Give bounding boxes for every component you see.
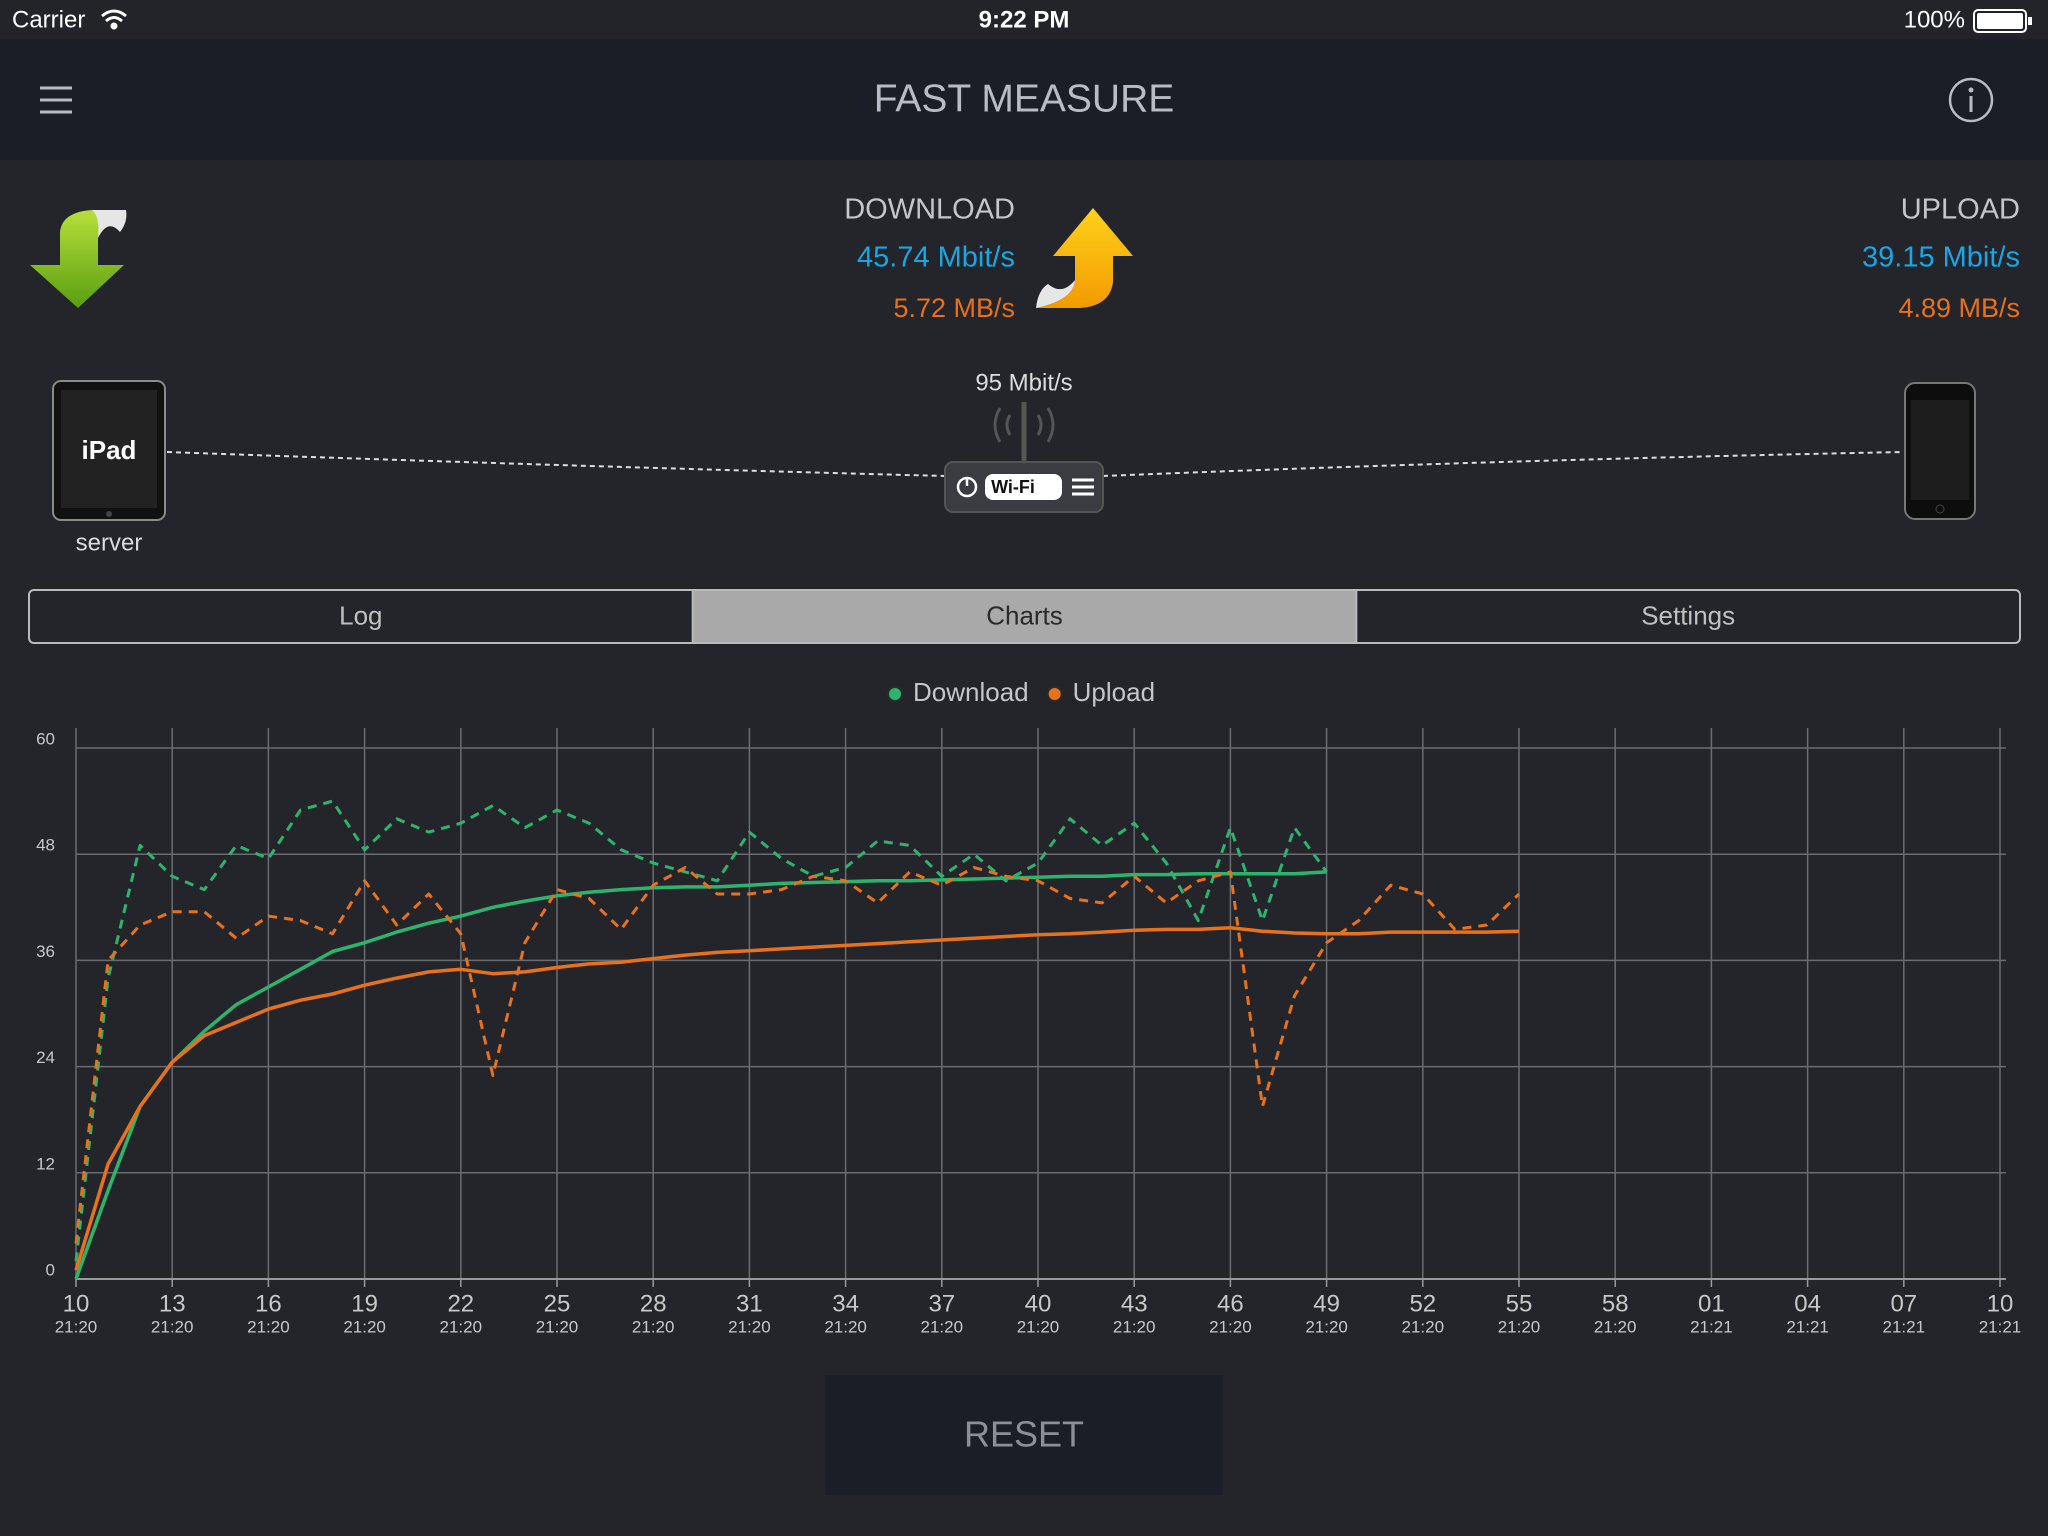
x-tick-time: 21:20 — [151, 1317, 194, 1336]
x-tick-label: 19 — [351, 1290, 378, 1317]
x-tick-label: 31 — [736, 1290, 763, 1317]
reset-button[interactable] — [825, 1375, 1223, 1495]
series-line-average — [74, 925, 1520, 1271]
x-tick-time: 21:20 — [1498, 1317, 1541, 1336]
x-tick-time: 21:21 — [1786, 1317, 1829, 1336]
legend-marker — [887, 686, 903, 702]
x-tick-time: 21:20 — [632, 1317, 675, 1336]
series-line-instant — [74, 799, 1328, 1262]
server-label: server — [76, 529, 143, 556]
link-line — [1102, 451, 1904, 477]
battery-level: 100% — [1904, 6, 1965, 33]
y-tick-label: 60 — [36, 729, 55, 748]
x-tick-label: 49 — [1313, 1290, 1340, 1317]
router-label: Wi-Fi — [991, 477, 1035, 497]
x-tick-label: 28 — [640, 1290, 667, 1317]
upload-rate: 39.15 Mbit/s — [1862, 242, 2020, 274]
x-tick-label: 58 — [1602, 1290, 1629, 1317]
series-line-instant — [74, 866, 1521, 1244]
link-speed: 95 Mbit/s — [975, 369, 1072, 396]
x-tick-time: 21:21 — [1690, 1317, 1733, 1336]
carrier: Carrier — [12, 6, 85, 33]
x-tick-time: 21:20 — [921, 1317, 964, 1336]
x-tick-time: 21:21 — [1979, 1317, 2022, 1336]
reset-label[interactable]: RESET — [964, 1414, 1084, 1455]
x-tick-label: 25 — [544, 1290, 571, 1317]
info-button[interactable] — [1948, 77, 1994, 123]
x-tick-label: 55 — [1506, 1290, 1533, 1317]
tab-border — [28, 589, 2021, 644]
app-title: FAST MEASURE — [874, 77, 1175, 120]
server-device — [52, 380, 166, 521]
x-tick-time: 21:20 — [728, 1317, 771, 1336]
link-line — [166, 451, 946, 477]
x-tick-label: 07 — [1890, 1290, 1917, 1317]
download-bytes: 5.72 MB/s — [893, 293, 1015, 323]
upload-label: UPLOAD — [1901, 194, 2020, 226]
x-tick-time: 21:20 — [1402, 1317, 1445, 1336]
x-tick-time: 21:20 — [55, 1317, 98, 1336]
router — [944, 402, 1104, 513]
x-tick-label: 16 — [255, 1290, 282, 1317]
x-tick-time: 21:20 — [1209, 1317, 1252, 1336]
clock: 9:22 PM — [979, 6, 1070, 33]
x-tick-time: 21:20 — [1594, 1317, 1637, 1336]
series-line-average — [74, 870, 1327, 1280]
y-tick-label: 36 — [36, 942, 55, 961]
client-device — [1904, 382, 1976, 520]
x-tick-label: 43 — [1121, 1290, 1148, 1317]
legend-marker — [1046, 686, 1063, 702]
x-tick-label: 04 — [1794, 1290, 1821, 1317]
x-tick-time: 21:20 — [1017, 1317, 1060, 1336]
tab-bar: Log Charts Settings — [28, 589, 2021, 644]
wifi-icon — [101, 9, 127, 30]
tab-label[interactable]: Log — [339, 600, 382, 630]
download-rate: 45.74 Mbit/s — [857, 242, 1015, 274]
x-tick-time: 21:20 — [247, 1317, 290, 1336]
tab-label[interactable]: Settings — [1641, 600, 1735, 630]
legend-label: Download — [913, 677, 1029, 707]
tab-label[interactable]: Charts — [986, 600, 1063, 630]
x-tick-label: 52 — [1409, 1290, 1436, 1317]
x-tick-label: 10 — [1987, 1290, 2014, 1317]
upload-bytes: 4.89 MB/s — [1898, 293, 2020, 323]
x-tick-label: 13 — [159, 1290, 186, 1317]
x-tick-label: 46 — [1217, 1290, 1244, 1317]
download-label: DOWNLOAD — [844, 194, 1015, 226]
x-tick-label: 10 — [63, 1290, 90, 1317]
y-tick-label: 24 — [36, 1048, 55, 1067]
status-bar — [0, 0, 2048, 39]
y-tick-label: 0 — [46, 1260, 55, 1279]
x-tick-time: 21:20 — [343, 1317, 386, 1336]
battery-icon — [1973, 9, 2032, 33]
tab[interactable] — [692, 590, 1357, 643]
y-tick-label: 48 — [36, 836, 55, 855]
chart: 012243648601021:201321:201621:201921:202… — [36, 677, 2021, 1337]
upload-arrow — [1036, 208, 1133, 308]
y-tick-label: 12 — [36, 1154, 55, 1173]
x-tick-label: 01 — [1698, 1290, 1725, 1317]
x-tick-label: 40 — [1025, 1290, 1052, 1317]
x-tick-time: 21:20 — [440, 1317, 483, 1336]
x-tick-time: 21:20 — [1113, 1317, 1156, 1336]
nav-bar — [0, 39, 2048, 160]
x-tick-time: 21:21 — [1883, 1317, 1926, 1336]
x-tick-label: 37 — [928, 1290, 955, 1317]
x-tick-time: 21:20 — [1305, 1317, 1348, 1336]
legend-label: Upload — [1073, 677, 1155, 707]
menu-button[interactable] — [40, 86, 72, 114]
x-tick-label: 22 — [447, 1290, 474, 1317]
device-label: iPad — [82, 435, 137, 465]
x-tick-time: 21:20 — [824, 1317, 867, 1336]
download-arrow — [30, 210, 127, 308]
x-tick-time: 21:20 — [536, 1317, 579, 1336]
x-tick-label: 34 — [832, 1290, 859, 1317]
